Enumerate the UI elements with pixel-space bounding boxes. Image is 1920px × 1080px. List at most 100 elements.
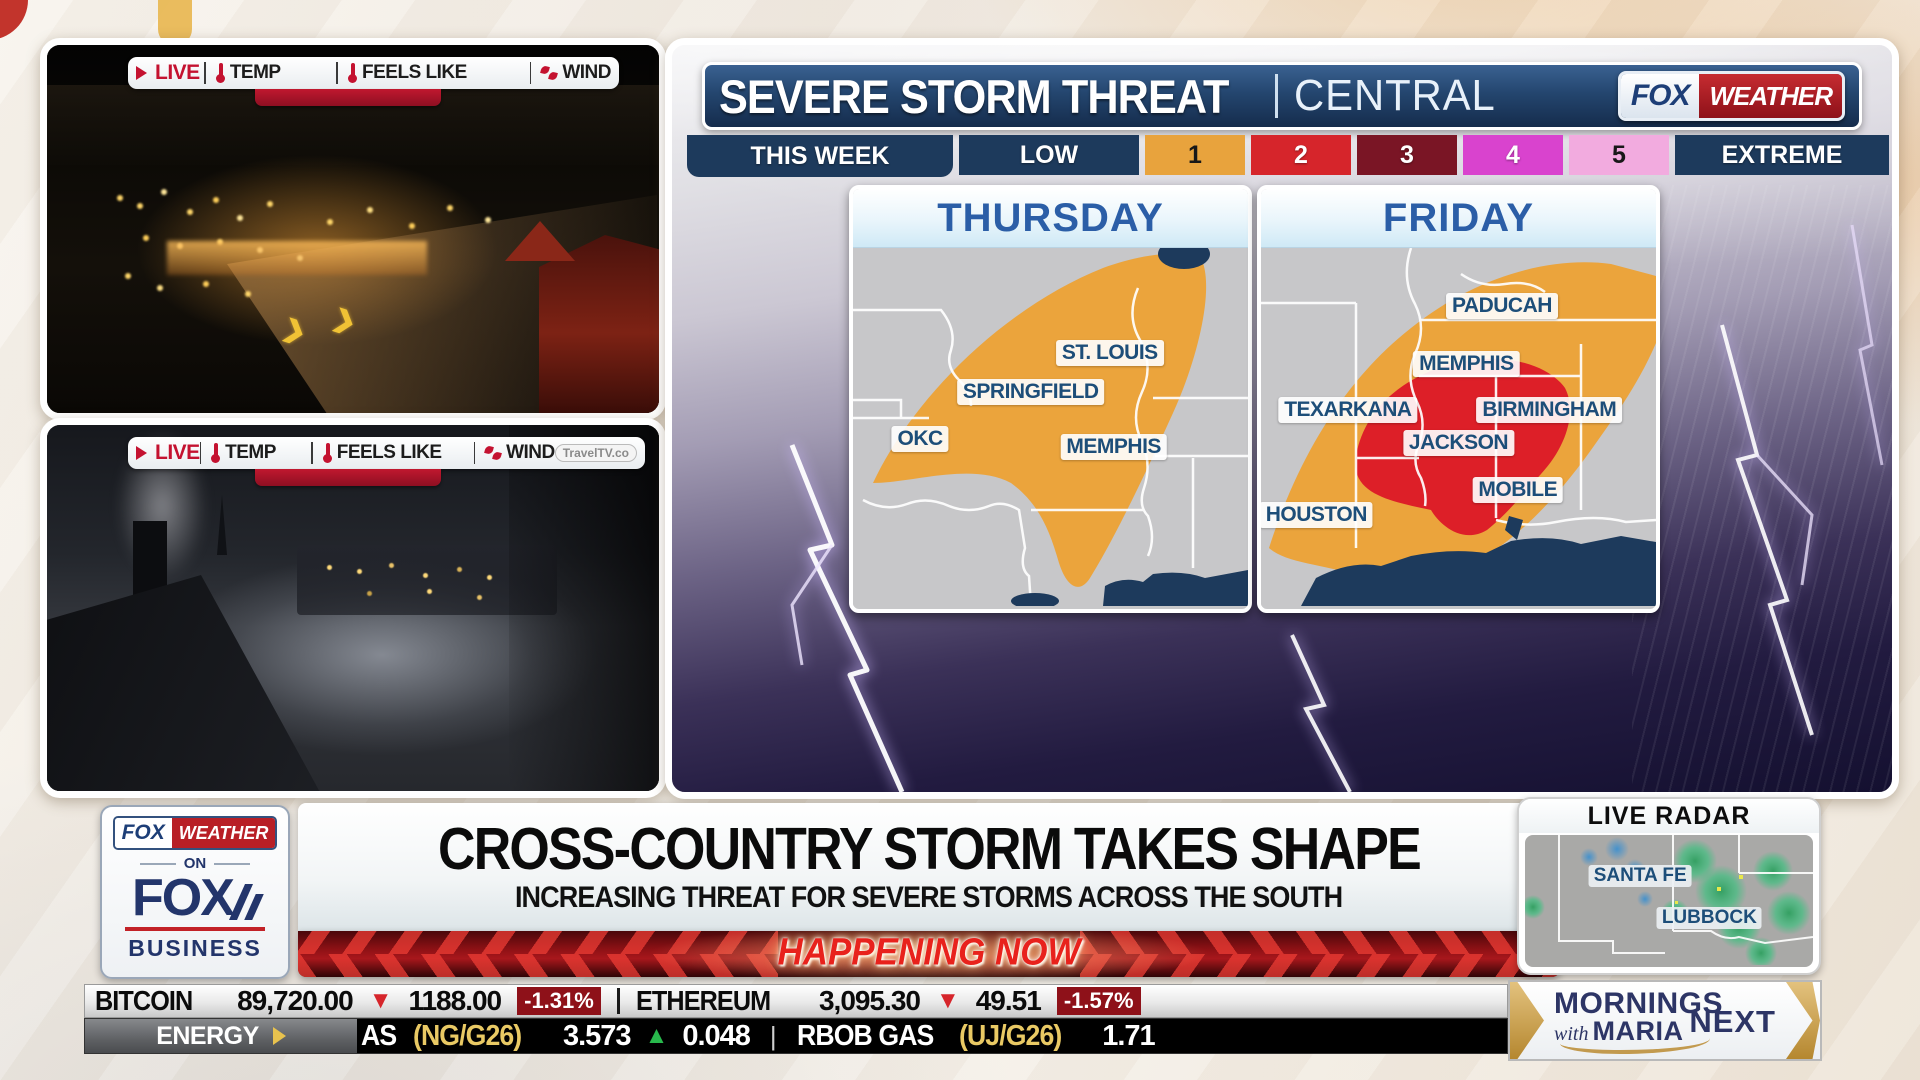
temp-tab[interactable]: TEMP: [215, 62, 336, 84]
city-label: ST. LOUIS: [1055, 339, 1164, 366]
fox-weather-on-fox-business-bug: FOX WEATHER ON FOX BUSINESS: [100, 805, 290, 979]
webcam-street-video: ❯ ❯: [47, 45, 659, 413]
ticker-symbol: BITCOIN: [95, 985, 193, 1016]
scale-level-1: 1: [1145, 135, 1245, 175]
thermometer-icon: [211, 443, 221, 463]
thermometer-icon: [215, 63, 225, 83]
wind-icon: [485, 445, 501, 461]
ticker-separator: [616, 988, 620, 1014]
city-label: SPRINGFIELD: [956, 379, 1105, 406]
scale-extreme: EXTREME: [1675, 135, 1889, 175]
city-label: PADUCAH: [1445, 292, 1558, 319]
on-label: ON: [139, 855, 251, 872]
fox-weather-logo: FOX WEATHER: [112, 816, 278, 850]
wind-icon: [541, 65, 557, 81]
thursday-map-card: THURSDAY: [849, 185, 1252, 613]
radar-city-label: LUBBOCK: [1656, 907, 1762, 930]
happening-now-banner: HAPPENING NOW: [298, 931, 1560, 977]
friday-map-card: FRIDAY: [1257, 185, 1660, 613]
energy-ticker: ENERGY AS (NG/G26) 3.573 ▲ 0.048 | RBOB …: [84, 1018, 1508, 1054]
energy-quotes: AS (NG/G26) 3.573 ▲ 0.048 | RBOB GAS (UJ…: [357, 1020, 1507, 1053]
ticker-price: 3.573: [562, 1019, 632, 1052]
ticker-change: 1188.00: [408, 985, 502, 1016]
city-label: MEMPHIS: [1413, 350, 1520, 377]
ticker-change: 49.51: [975, 985, 1042, 1016]
scale-low: LOW: [959, 135, 1139, 175]
radar-graphic: [1525, 835, 1813, 965]
live-radar-title: LIVE RADAR: [1519, 799, 1819, 833]
webcam-overlay-bar: LIVE TEMP FEELS LIKE WIND: [128, 57, 619, 89]
threat-title-bar: SEVERE STORM THREAT CENTRAL FOX WEATHER: [702, 62, 1862, 130]
webcam-overlay-bar: LIVE TEMP FEELS LIKE WIND TravelTV.co: [128, 437, 645, 469]
crypto-ticker: BITCOIN 89,720.00 ▼ 1188.00 -1.31% ETHER…: [84, 984, 1508, 1018]
ticker-price: 89,720.00: [237, 985, 354, 1016]
ticker-symbol: AS: [361, 1019, 397, 1052]
ticker-price: 3,095.30: [818, 985, 921, 1016]
scale-level-5: 5: [1569, 135, 1669, 175]
panel-title: SEVERE STORM THREAT: [719, 69, 1229, 123]
fox-weather-logo: FOX WEATHER: [1617, 71, 1845, 121]
region-label: CENTRAL: [1293, 71, 1496, 120]
happening-now-label: HAPPENING NOW: [777, 931, 1081, 974]
temp-tab[interactable]: TEMP: [211, 442, 311, 464]
play-icon: [136, 446, 147, 460]
scale-level-4: 4: [1463, 135, 1563, 175]
down-arrow-icon: ▼: [368, 987, 393, 1014]
city-label: TEXARKANA: [1278, 397, 1418, 424]
wind-tab[interactable]: WIND: [485, 442, 555, 464]
temp-value-strip: [255, 469, 441, 486]
scale-level-2: 2: [1251, 135, 1351, 175]
thursday-map: ST. LOUIS SPRINGFIELD OKC MEMPHIS: [853, 248, 1248, 609]
lightning-bolts: [789, 224, 1884, 792]
ticker-price: 1.71: [1102, 1019, 1155, 1052]
ticker-change: 0.048: [682, 1019, 751, 1052]
day-header: FRIDAY: [1261, 189, 1656, 248]
ticker-pct-badge: -1.57%: [1056, 987, 1141, 1015]
city-label: MEMPHIS: [1060, 433, 1167, 460]
red-rule: [125, 927, 265, 932]
live-tab[interactable]: LIVE: [136, 441, 200, 465]
webcam-resort-video: [47, 425, 659, 791]
radar-map: SANTA FE LUBBOCK: [1525, 835, 1813, 967]
thursday-map-graphic: [853, 248, 1248, 606]
subheadline: INCREASING THREAT FOR SEVERE STORMS ACRO…: [515, 881, 1343, 915]
feels-like-tab[interactable]: FEELS LIKE: [322, 442, 474, 464]
ticker-separator: |: [769, 1020, 777, 1051]
feels-like-tab[interactable]: FEELS LIKE: [348, 62, 530, 84]
play-icon: [136, 66, 147, 80]
temp-value-strip: [255, 89, 441, 106]
rain-streaks: [1632, 185, 1892, 792]
city-label: BIRMINGHAM: [1476, 397, 1623, 424]
webcam-panel-street: ❯ ❯ LIVE TEMP FEELS LIKE WIND: [40, 38, 666, 420]
city-label: MOBILE: [1472, 476, 1564, 503]
gold-swoosh: [1560, 1028, 1710, 1054]
fox-searchlight: [244, 894, 264, 921]
live-radar-panel: LIVE RADAR: [1517, 797, 1821, 975]
section-arrow-icon: [272, 1027, 286, 1045]
ticker-contract: (UJ/G26): [958, 1019, 1062, 1052]
severe-storm-threat-panel: SEVERE STORM THREAT CENTRAL FOX WEATHER …: [665, 38, 1899, 799]
headline-banner: CROSS-COUNTRY STORM TAKES SHAPE INCREASI…: [298, 803, 1560, 931]
scale-level-3: 3: [1357, 135, 1457, 175]
webcam-panel-resort: LIVE TEMP FEELS LIKE WIND TravelTV.co: [40, 418, 666, 798]
thermometer-icon: [322, 443, 332, 463]
up-next-bug: MORNINGS with MARIA NEXT: [1508, 980, 1822, 1061]
gold-chevron-left: [1510, 982, 1544, 1059]
fox-business-logo: FOX: [132, 872, 264, 924]
city-label: HOUSTON: [1261, 502, 1373, 529]
headline: CROSS-COUNTRY STORM TAKES SHAPE: [437, 815, 1422, 882]
live-tab[interactable]: LIVE: [136, 61, 204, 85]
wind-tab[interactable]: WIND: [541, 62, 611, 84]
gold-chevron-right: [1786, 982, 1820, 1059]
scale-period: THIS WEEK: [687, 135, 953, 177]
radar-city-label: SANTA FE: [1588, 864, 1692, 887]
ticker-contract: (NG/G26): [413, 1019, 522, 1052]
city-label: OKC: [891, 426, 949, 453]
live-label: LIVE: [155, 61, 200, 84]
ticker-symbol: ETHEREUM: [635, 985, 771, 1016]
ticker-pct-badge: -1.31%: [517, 987, 601, 1015]
day-header: THURSDAY: [853, 189, 1248, 248]
threat-scale: THIS WEEK LOW 1 2 3 4 5 EXTREME: [672, 135, 1892, 177]
ticker-symbol: RBOB GAS: [796, 1019, 934, 1052]
